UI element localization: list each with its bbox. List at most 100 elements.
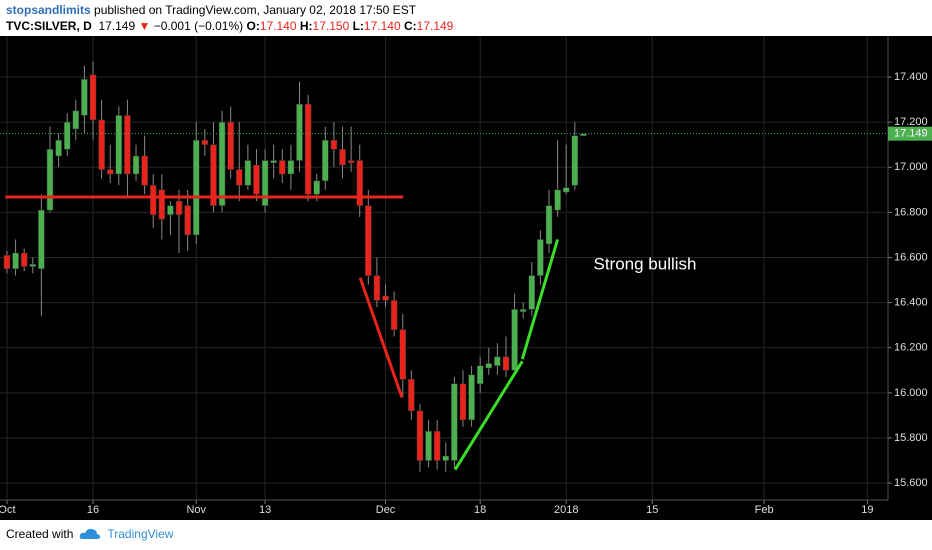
candle-body — [124, 115, 131, 175]
x-tick-label: Dec — [376, 504, 396, 516]
chart: 15.600 15.800 16.000 16.200 16.400 16.600 16.8… — [0, 36, 932, 520]
x-tick-label: Feb — [755, 504, 774, 516]
candle-body — [304, 103, 312, 195]
ohlc-key: C: — [403, 19, 417, 33]
author[interactable]: stopsandlimits — [6, 3, 91, 17]
y-tick-label: 15.800 — [894, 432, 928, 444]
candle-body — [571, 135, 579, 186]
y-tick-label: 16.200 — [894, 342, 928, 354]
candle-body — [511, 309, 518, 371]
candle-body — [485, 363, 493, 369]
candle-body — [537, 239, 544, 276]
candle-body — [330, 139, 338, 150]
header: stopsandlimits published on TradingView.… — [6, 2, 453, 34]
candle-body — [81, 79, 88, 116]
chart-background — [0, 36, 932, 520]
ohlc-key: H: — [299, 19, 313, 33]
x-tick-label: 15 — [646, 504, 658, 516]
y-tick-label: 16.000 — [894, 387, 928, 399]
last-price-label: 17.149 — [894, 128, 928, 140]
candle-body — [554, 189, 561, 211]
candle-body — [356, 160, 363, 206]
candle-body — [287, 160, 295, 175]
ohlc-value: 17.140 — [259, 19, 297, 33]
candle-body — [347, 160, 355, 164]
x-tick-label: 2018 — [554, 504, 578, 516]
brand[interactable]: TradingView — [107, 527, 174, 541]
ohlc-value: 17.140 — [363, 19, 401, 33]
candle-body — [192, 139, 200, 236]
x-tick-label: 16 — [87, 504, 99, 516]
header-line-2: TVC:SILVER, D 17.149 ▼ −0.001 (−0.01%) O… — [6, 18, 453, 34]
candle-body — [29, 264, 37, 267]
candle-body — [46, 148, 54, 211]
header-line-1: stopsandlimits published on TradingView.… — [6, 2, 453, 18]
y-tick-label: 17.000 — [894, 161, 928, 173]
candle-body — [442, 455, 450, 461]
candle-body — [365, 205, 372, 276]
candle-body — [106, 169, 114, 175]
y-tick-label: 15.600 — [894, 477, 928, 489]
candle-body — [218, 121, 226, 206]
candle-body — [468, 374, 475, 421]
candle-body — [175, 200, 183, 215]
candle-body — [38, 209, 45, 270]
y-tick-label: 16.800 — [894, 206, 928, 218]
ohlc-value: 17.149 — [416, 19, 454, 33]
change: −0.001 (−0.01%) — [153, 19, 244, 33]
candle-body — [167, 205, 174, 215]
logo — [80, 528, 101, 539]
candle-body — [20, 252, 28, 267]
ohlc-key: O: — [246, 19, 260, 33]
trend-line — [520, 239, 560, 360]
y-tick-label: 17.400 — [894, 71, 928, 83]
candle-body — [296, 103, 303, 161]
candle-body — [382, 295, 389, 301]
candle-body — [373, 275, 381, 301]
candle-body — [141, 155, 148, 186]
candle-body — [322, 139, 329, 182]
candle-body — [451, 383, 458, 461]
symbol: TVC:SILVER, D — [6, 19, 92, 33]
candle-body — [399, 329, 407, 380]
candle-body — [279, 160, 286, 175]
candle-body — [227, 121, 234, 170]
published: published on TradingView.com, January 02… — [94, 3, 417, 17]
candle-body — [3, 255, 11, 270]
candle-body — [545, 205, 553, 245]
candle-body — [98, 119, 105, 170]
x-tick-label: Nov — [186, 504, 206, 516]
candle-body — [459, 383, 467, 421]
candle-body — [115, 115, 123, 175]
candle-body — [158, 189, 166, 220]
last: 17.149 — [98, 19, 136, 33]
candle-body — [390, 300, 398, 330]
candle-body — [408, 379, 415, 412]
candle-body — [416, 410, 424, 461]
x-tick-label: Oct — [0, 504, 16, 516]
y-tick-label: 17.200 — [894, 116, 928, 128]
last-price-box — [888, 126, 932, 141]
candle-body — [528, 275, 536, 310]
candle-body — [519, 309, 527, 312]
trend-line — [453, 360, 524, 471]
ohlc: O:17.140 H:17.150 L:17.140 C:17.149 — [246, 19, 453, 33]
candle-body — [476, 365, 484, 385]
candle-body — [149, 185, 157, 215]
change-arrow: ▼ — [138, 19, 151, 33]
y-tick-label: 16.400 — [894, 297, 928, 309]
trend-line — [358, 277, 404, 398]
candle-body — [210, 144, 217, 206]
candle-body — [425, 430, 432, 461]
candle-body — [236, 169, 243, 186]
candle-body — [494, 356, 501, 367]
candle-body — [132, 155, 140, 175]
candle-body — [261, 160, 269, 206]
annotation: Strong bullish — [593, 254, 696, 273]
candle-body — [72, 110, 80, 130]
y-tick-label: 16.600 — [894, 251, 928, 263]
x-tick-label: 18 — [474, 504, 486, 516]
candle-body — [201, 139, 209, 145]
candle-body — [313, 180, 320, 195]
